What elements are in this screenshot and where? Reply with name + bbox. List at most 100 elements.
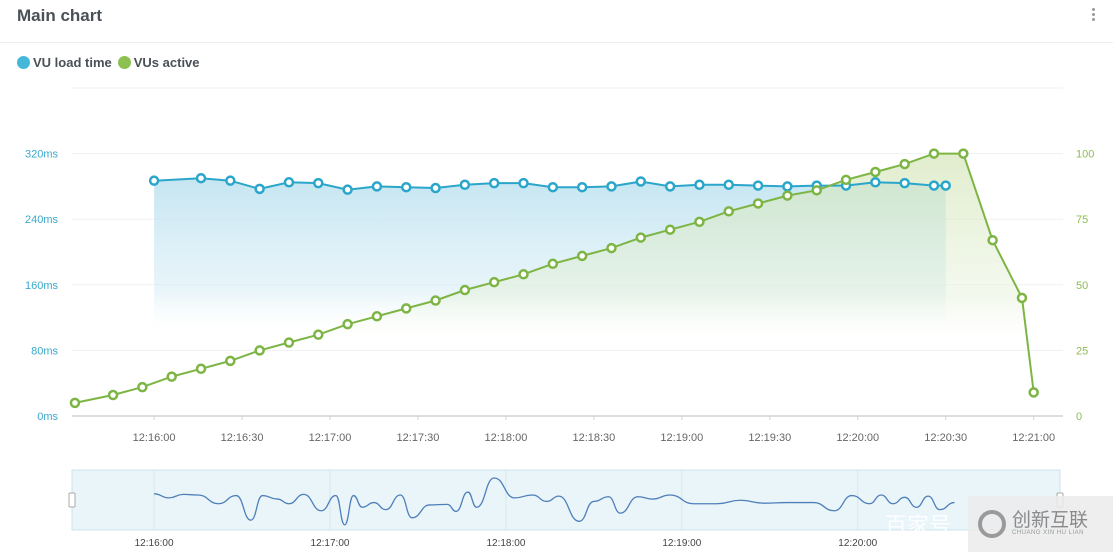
kebab-menu-icon[interactable] — [1086, 6, 1100, 26]
data-point — [899, 177, 910, 189]
data-point — [313, 329, 324, 340]
y-left-tick-label: 160ms — [25, 280, 59, 292]
series-area — [74, 153, 1034, 416]
y-right-tick-label: 50 — [1076, 280, 1088, 292]
data-point — [928, 148, 940, 159]
data-point — [1028, 387, 1039, 398]
data-point — [313, 177, 324, 189]
data-point — [254, 345, 265, 356]
data-point — [430, 182, 441, 194]
data-point — [254, 183, 265, 195]
navigator-tick-label: 12:16:00 — [135, 538, 174, 549]
navigator-handle-left[interactable] — [68, 492, 76, 508]
data-point — [518, 177, 529, 189]
data-point — [225, 355, 236, 367]
navigator-tick-label: 12:20:00 — [838, 538, 877, 549]
x-tick-label: 12:16:00 — [133, 432, 176, 444]
data-point — [606, 242, 617, 254]
x-tick-label: 12:17:00 — [309, 432, 352, 444]
data-point — [166, 371, 177, 382]
data-point — [752, 198, 764, 209]
data-point — [547, 258, 559, 270]
data-point — [430, 295, 441, 306]
legend-item-vus-active[interactable]: VUs active — [117, 55, 200, 70]
navigator-line — [154, 477, 955, 526]
y-right-tick-label: 25 — [1076, 345, 1088, 357]
watermark-logo: 创新互联 CHUANG XIN HU LIAN — [968, 496, 1113, 552]
x-tick-label: 12:21:00 — [1012, 432, 1055, 444]
x-tick-label: 12:18:30 — [572, 432, 615, 444]
x-tick-label: 12:19:30 — [748, 432, 791, 444]
data-point — [694, 216, 705, 228]
data-point — [635, 176, 647, 187]
data-point — [664, 224, 676, 235]
data-point — [752, 180, 764, 191]
data-point — [342, 318, 353, 330]
data-point — [69, 397, 81, 409]
navigator-tick-label: 12:18:00 — [486, 538, 525, 549]
watermark-logo-text: 创新互联 — [1012, 510, 1089, 531]
legend-label: VUs active — [133, 55, 200, 70]
series-line — [74, 152, 1035, 404]
y-left-tick-label: 0ms — [37, 411, 58, 423]
panel-title: Main chart — [17, 6, 103, 25]
data-point — [576, 250, 588, 262]
data-point — [870, 177, 881, 188]
data-point — [148, 175, 160, 186]
data-point — [107, 389, 119, 401]
data-point — [518, 269, 529, 280]
data-point — [488, 276, 500, 288]
x-tick-label: 12:16:30 — [221, 432, 264, 444]
y-right-tick-label: 75 — [1076, 214, 1088, 226]
watermark-text: 百家号 — [885, 513, 952, 538]
data-point — [459, 179, 471, 191]
data-point — [899, 158, 910, 170]
data-point — [958, 148, 969, 159]
data-point — [576, 181, 588, 193]
x-tick-label: 12:18:00 — [485, 432, 528, 444]
data-point — [782, 190, 793, 201]
navigator-tick-label: 12:19:00 — [662, 538, 701, 549]
y-left-tick-label: 240ms — [25, 214, 59, 226]
data-point — [400, 303, 412, 314]
data-point — [459, 284, 471, 296]
data-point — [371, 311, 383, 322]
data-point — [694, 179, 705, 191]
logo-icon — [978, 510, 1006, 538]
navigator-window — [71, 469, 1061, 531]
data-point — [987, 234, 998, 246]
y-left-tick-label: 80ms — [31, 345, 58, 357]
legend-dot-icon — [117, 56, 131, 69]
data-point — [400, 181, 412, 193]
y-right-tick-label: 0 — [1076, 411, 1082, 423]
data-point — [782, 181, 793, 192]
data-point — [137, 381, 148, 393]
data-point — [940, 180, 951, 191]
data-point — [283, 177, 295, 188]
divider — [0, 42, 1113, 43]
data-point — [195, 172, 207, 184]
legend-item-vu-load-time[interactable]: VU load time — [17, 55, 112, 70]
data-point — [195, 363, 207, 375]
data-point — [723, 179, 735, 191]
legend: VU load time VUs active — [17, 55, 202, 70]
data-point — [283, 337, 295, 348]
data-point — [342, 184, 353, 195]
y-left-tick-label: 320ms — [25, 149, 59, 161]
x-tick-label: 12:19:00 — [660, 432, 703, 444]
data-point — [488, 177, 500, 189]
x-tick-label: 12:17:30 — [397, 432, 440, 444]
y-right-tick-label: 100 — [1076, 149, 1094, 161]
data-point — [928, 180, 940, 191]
x-tick-label: 12:20:00 — [836, 432, 879, 444]
data-point — [870, 166, 881, 178]
data-point — [811, 185, 822, 196]
data-point — [723, 206, 735, 217]
data-point — [635, 232, 647, 243]
data-point — [606, 181, 617, 192]
data-point — [225, 175, 236, 186]
legend-label: VU load time — [33, 55, 112, 70]
data-point — [664, 181, 676, 192]
legend-dot-icon — [17, 56, 30, 69]
